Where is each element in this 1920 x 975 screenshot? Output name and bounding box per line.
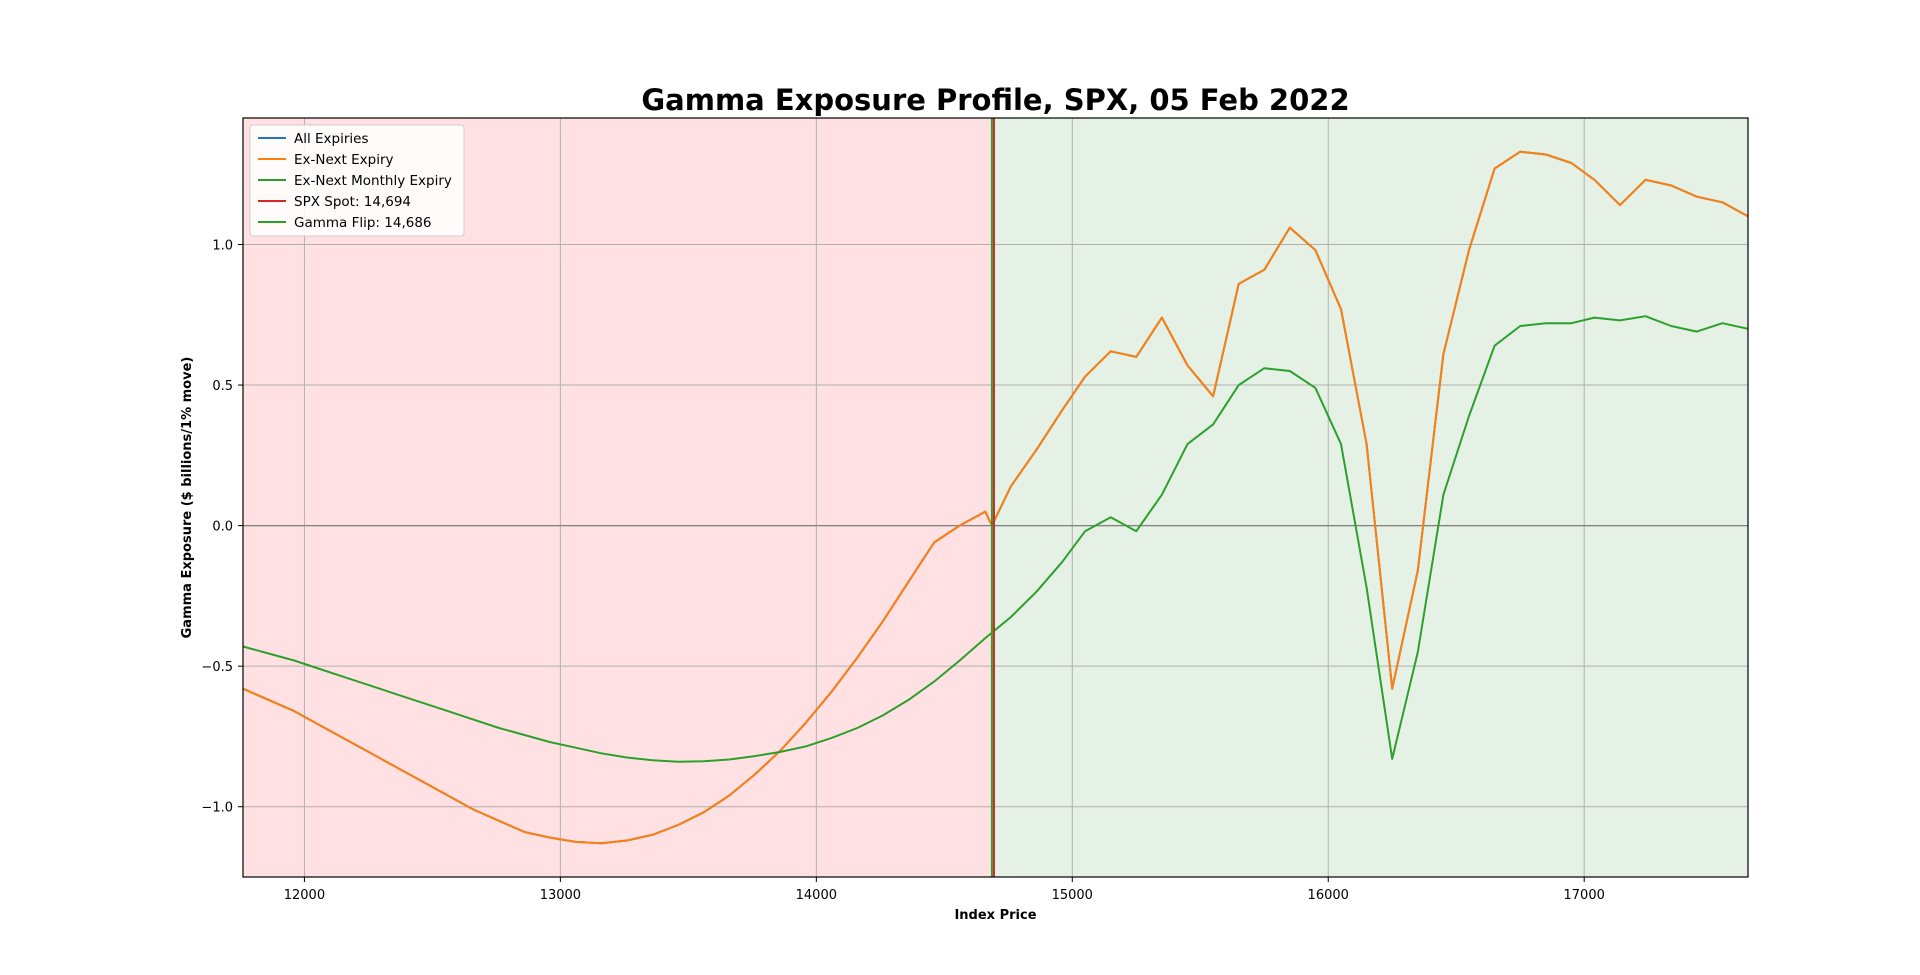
chart-title: Gamma Exposure Profile, SPX, 05 Feb 2022 (641, 83, 1349, 117)
series-lines (242, 118, 1749, 877)
legend-label-1: Ex-Next Expiry (294, 152, 394, 168)
legend-box (249, 124, 465, 237)
y-axis-ticks: −1.0 −0.5 0.0 0.5 1.0 (201, 239, 243, 816)
legend-label-4: Gamma Flip: 14,686 (294, 215, 432, 231)
axes (242, 117, 1749, 878)
region-positive-gamma (991, 118, 1748, 877)
legend-label-0: All Expiries (294, 131, 369, 147)
grid-lines (243, 118, 1748, 877)
y-tick-label-4: 1.0 (212, 239, 233, 254)
legend-label-2: Ex-Next Monthly Expiry (294, 173, 452, 189)
x-tick-label-5: 17000 (1564, 888, 1605, 903)
x-axis-title: Index Price (954, 908, 1036, 923)
legend-label-3: SPX Spot: 14,694 (294, 194, 411, 210)
x-tick-label-0: 12000 (284, 888, 325, 903)
shaded-regions (243, 118, 1748, 877)
x-axis-ticks: 12000 13000 14000 15000 16000 17000 (284, 877, 1605, 903)
x-tick-label-3: 15000 (1052, 888, 1093, 903)
y-tick-label-2: 0.0 (212, 520, 233, 535)
x-tick-label-4: 16000 (1308, 888, 1349, 903)
y-tick-label-1: −0.5 (201, 660, 233, 675)
plot-frame (242, 117, 1749, 878)
legend: All Expiries Ex-Next Expiry Ex-Next Monthl… (249, 124, 465, 237)
x-tick-label-1: 13000 (540, 888, 581, 903)
series-line-2 (242, 315, 1749, 763)
y-tick-label-3: 0.5 (212, 379, 233, 394)
x-tick-label-2: 14000 (796, 888, 837, 903)
y-axis-title: Gamma Exposure ($ billions/1% move) (180, 357, 195, 639)
y-tick-label-0: −1.0 (201, 801, 233, 816)
